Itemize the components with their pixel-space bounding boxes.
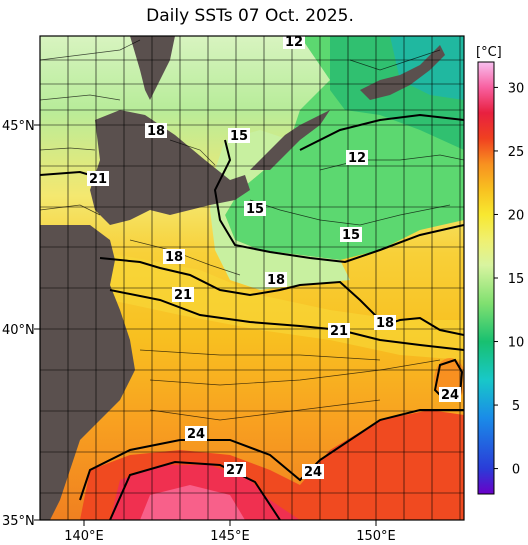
minor-contour	[149, 399, 381, 421]
warm-band	[40, 250, 464, 360]
land	[40, 36, 445, 520]
isotherm-24-south	[79, 409, 464, 501]
colorbar-unit: [°C]	[476, 45, 502, 60]
contour-label-18: 18	[376, 316, 394, 331]
axis-ticks	[34, 124, 377, 526]
lon-label: 140°E	[64, 529, 104, 544]
map-frame	[39, 35, 465, 521]
colorbar-tick-label: 15	[508, 272, 525, 287]
lon-label: 150°E	[356, 529, 396, 544]
colorbar-tick-label: 25	[508, 145, 525, 160]
colorbar: [°C] 30 25 20 15 10 5 0	[476, 45, 525, 495]
colorbar-tick-label: 20	[508, 208, 525, 223]
isotherms-major	[40, 113, 464, 520]
colorbar-tick-label: 0	[512, 463, 520, 478]
contour-label-27: 27	[226, 463, 244, 478]
lon-label: 145°E	[210, 529, 250, 544]
minor-contour	[40, 204, 101, 216]
contour-label-21: 21	[89, 172, 107, 187]
contour-label-15: 15	[246, 202, 264, 217]
contour-label-21: 21	[174, 288, 192, 303]
map-area: 12 18 15 12 21 15 15 18 18 21 21 18 24	[40, 35, 464, 520]
honshu	[40, 225, 135, 520]
contour-label-12: 12	[285, 35, 303, 50]
colorbar-ticks: 30 25 20 15 10 5 0	[494, 81, 525, 478]
minor-contour	[349, 49, 441, 71]
contour-label-15: 15	[342, 228, 360, 243]
hokkaido	[90, 110, 250, 225]
contour-label-21: 21	[330, 324, 348, 339]
sakhalin	[130, 36, 175, 100]
contour-label-15: 15	[230, 129, 248, 144]
minor-contour	[40, 147, 96, 151]
colorbar-tick-label: 5	[512, 399, 520, 414]
lat-label: 35°N	[2, 514, 35, 529]
contour-label-18: 18	[165, 250, 183, 265]
colorbar-tick-label: 30	[508, 81, 525, 96]
kamchatka-tip	[360, 45, 445, 100]
colorbar-scale	[477, 61, 495, 495]
colorbar-tick-label: 10	[508, 336, 525, 351]
isotherm-27	[109, 460, 281, 520]
isotherm-18	[99, 257, 464, 336]
contour-label-18: 18	[147, 124, 165, 139]
hot-core	[140, 485, 245, 520]
minor-contour	[249, 199, 451, 226]
contour-label-24: 24	[304, 465, 322, 480]
minor-contour	[149, 359, 441, 386]
isotherm-12	[299, 113, 464, 151]
minor-contour	[129, 239, 241, 276]
map-title: Daily SSTs 07 Oct. 2025.	[146, 6, 354, 26]
contour-label-12: 12	[348, 151, 366, 166]
contour-label-24: 24	[187, 427, 205, 442]
transition-region	[210, 130, 350, 290]
lat-label: 40°N	[2, 323, 35, 338]
isotherm-21	[109, 289, 464, 351]
contour-label-18: 18	[267, 273, 285, 288]
contour-label-24: 24	[441, 388, 459, 403]
minor-contour	[40, 39, 141, 61]
contour-labels: 12 18 15 12 21 15 15 18 18 21 21 18 24	[87, 35, 461, 480]
minor-contour	[40, 94, 121, 101]
isotherm-15	[213, 139, 464, 264]
lat-label: 45°N	[2, 119, 35, 134]
